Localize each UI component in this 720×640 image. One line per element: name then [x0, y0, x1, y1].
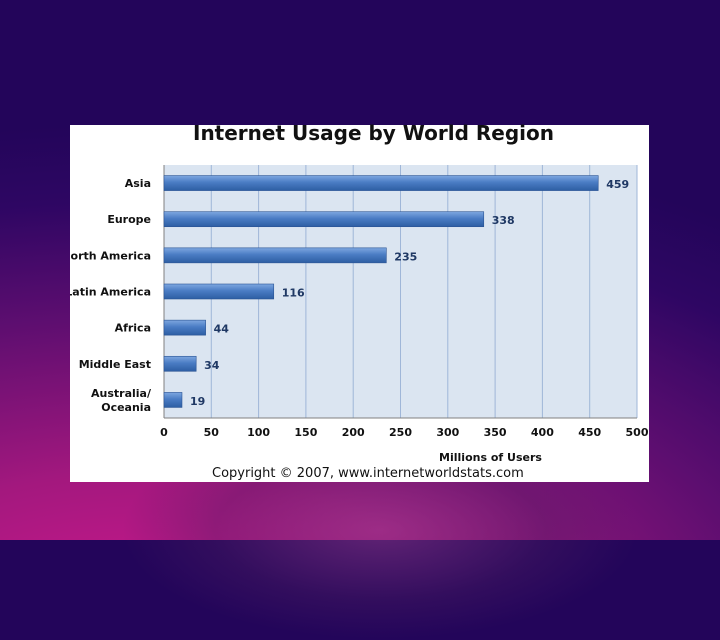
- x-tick-label: 100: [247, 426, 270, 439]
- value-label: 459: [606, 178, 629, 191]
- x-tick-label: 350: [484, 426, 507, 439]
- x-tick-label: 400: [531, 426, 554, 439]
- chart-title: Internet Usage by World Region: [193, 121, 554, 145]
- bar: [163, 211, 485, 228]
- x-tick-label: 450: [578, 426, 601, 439]
- value-label: 116: [282, 287, 305, 300]
- value-label: 34: [204, 359, 220, 372]
- bar: [163, 175, 599, 191]
- x-tick-label: 500: [626, 426, 649, 439]
- value-label: 338: [492, 214, 515, 227]
- bar: [163, 392, 183, 408]
- bar: [163, 283, 275, 300]
- value-label: 235: [394, 250, 417, 263]
- category-label: Australia/Oceania: [91, 387, 152, 414]
- bar: [163, 319, 206, 336]
- x-tick-label: 300: [436, 426, 459, 439]
- category-label: Europe: [107, 213, 151, 226]
- chart-card: Internet Usage by World Region 0 50 100 150…: [70, 121, 649, 482]
- copyright-footer: Copyright © 2007, www.internetworldstats…: [212, 466, 524, 481]
- x-tick-label: 150: [294, 426, 317, 439]
- x-axis-title: Millions of Users: [439, 451, 542, 464]
- category-label: Asia: [125, 177, 151, 190]
- category-label: Africa: [115, 322, 151, 335]
- value-label: 44: [214, 323, 230, 336]
- value-label: 19: [190, 395, 205, 408]
- x-tick-label: 200: [342, 426, 365, 439]
- x-tick-label: 250: [389, 426, 412, 439]
- x-tick-label: 0: [160, 426, 168, 439]
- category-label: Latin America: [70, 286, 151, 299]
- category-label: Middle East: [79, 358, 151, 371]
- bar: [163, 355, 197, 372]
- category-label: North America: [70, 249, 151, 262]
- x-tick-label: 50: [204, 426, 220, 439]
- bar: [163, 247, 387, 264]
- bar-chart: 0 50 100 150 200 250 300 350 400 450 500 Asia 459 Eur…: [70, 165, 649, 464]
